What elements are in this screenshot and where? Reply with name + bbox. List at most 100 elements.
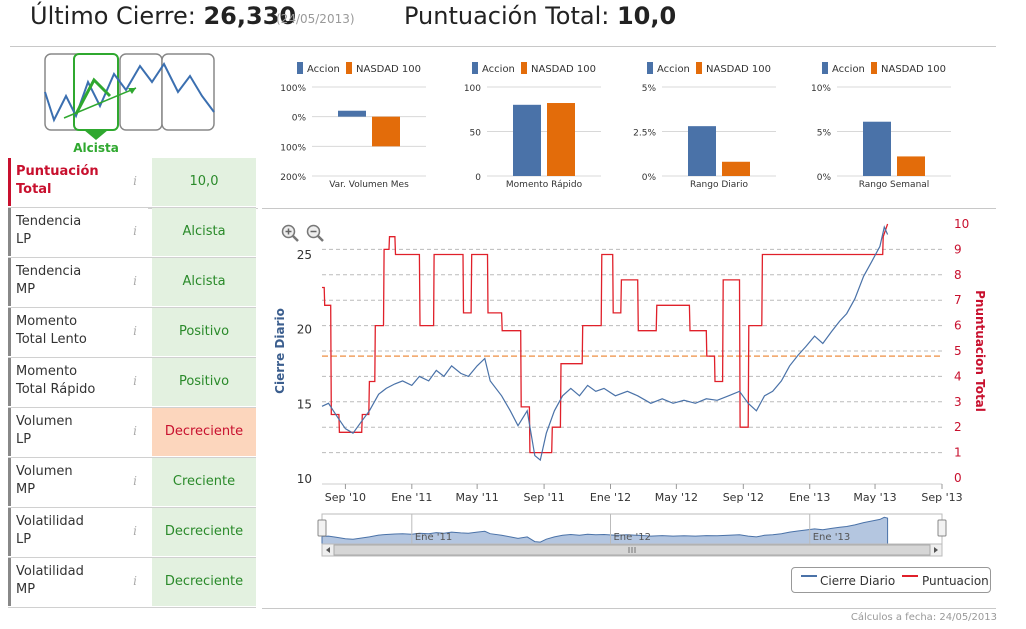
right-y-tick-label: 8 (954, 268, 962, 282)
score-row[interactable]: Volatilidad MP i Decreciente (8, 558, 256, 606)
right-y-tick-label: 1 (954, 446, 962, 460)
left-y-tick-label: 20 (297, 323, 312, 337)
trend-panel-right (161, 53, 215, 131)
mini-x-category-label: Rango Semanal (859, 180, 930, 190)
score-row[interactable]: Momento Total Lento i Positivo (8, 308, 256, 356)
scroll-right-icon[interactable] (934, 547, 938, 553)
total-score-heading: Puntuación Total: 10,0 (404, 2, 676, 30)
mini-bar-chart-svg: Accion NASDAD 100 100% 0% -100% -200% Var. Vol… (277, 62, 426, 190)
last-close-label: Último Cierre: (30, 2, 196, 30)
score-row[interactable]: Momento Total Rápido i Positivo (8, 358, 256, 406)
mini-bar-accion[interactable] (513, 104, 541, 176)
navigator-handle-left[interactable] (317, 519, 327, 537)
last-close-value: 26,330 (203, 2, 297, 30)
info-icon[interactable]: i (133, 224, 137, 238)
x-tick-label: Sep '10 (325, 491, 366, 504)
mini-bar-accion[interactable] (688, 126, 716, 176)
mini-y-tick-label: 0% (642, 173, 657, 183)
score-row-label-line2: Total (16, 182, 52, 197)
score-row-divider (8, 407, 256, 408)
x-tick-label: Ene '11 (391, 491, 432, 504)
score-row-value: Creciente (152, 458, 256, 506)
score-row-divider (8, 357, 256, 358)
score-row-label: Volumen MP (8, 458, 148, 506)
score-row-divider (8, 257, 256, 258)
mini-bar-chart-svg: Accion NASDAD 100 5% 2.5% 0% Rango Diario (633, 62, 776, 190)
info-icon[interactable]: i (133, 424, 137, 438)
score-row-label-line2: Total Rápido (16, 382, 96, 397)
trend-arrow-head-icon (128, 88, 136, 94)
score-row-label-line1: Puntuación (16, 164, 99, 179)
trend-arrow-line (63, 87, 137, 119)
right-y-tick-label: 10 (954, 217, 969, 231)
score-row-label: Volatilidad MP (8, 558, 148, 606)
score-row[interactable]: Volatilidad LP i Decreciente (8, 508, 256, 556)
info-icon[interactable]: i (133, 274, 137, 288)
score-row-label-line2: LP (16, 432, 32, 447)
mini-legend-nasdaq: NASDAD 100 (531, 64, 596, 75)
info-icon[interactable]: i (133, 574, 137, 588)
score-row[interactable]: Tendencia LP i Alcista (8, 208, 256, 256)
mini-y-tick-label: 0% (292, 114, 307, 124)
series-puntuacion-line (322, 223, 889, 454)
main-chart-svg: 10 15 20 25 0 1 2 3 4 5 6 7 8 9 10 Cierre Diario Pnuntua… (273, 217, 987, 557)
score-row-label: Tendencia LP (8, 208, 148, 256)
x-tick-label: Ene '12 (590, 491, 631, 504)
mini-chart-volumen: Accion NASDAD 100 100% 0% -100% -200% Var. Vol… (277, 52, 450, 202)
mini-bar-accion[interactable] (863, 121, 891, 176)
x-tick-label: Ene '13 (789, 491, 830, 504)
mini-chart-momento: Accion NASDAD 100 100 50 0 Momento Rápido (455, 52, 625, 202)
trend-chart-icon: Alcista (44, 53, 215, 155)
info-icon[interactable]: i (133, 524, 137, 538)
mini-bar-nasdaq[interactable] (547, 103, 575, 176)
mini-bar-nasdaq[interactable] (372, 116, 400, 147)
mini-x-category-label: Var. Volumen Mes (329, 180, 409, 190)
series-cierre-line (321, 225, 889, 462)
score-row-divider (8, 557, 256, 558)
mini-legend-accion: Accion (482, 64, 515, 75)
score-row[interactable]: Tendencia MP i Alcista (8, 258, 256, 306)
mini-y-tick-label: 0 (475, 173, 481, 183)
zoom-out-button[interactable] (306, 224, 324, 242)
score-row-label-line1: Volatilidad (16, 514, 84, 529)
score-row[interactable]: Puntuación Total i 10,0 (8, 158, 256, 206)
score-row[interactable]: Volumen LP i Decreciente (8, 408, 256, 456)
info-icon[interactable]: i (133, 374, 137, 388)
mini-x-category-label: Rango Diario (690, 180, 749, 190)
score-row-divider (8, 207, 256, 208)
info-icon[interactable]: i (133, 174, 137, 188)
mini-legend-nasdaq: NASDAD 100 (881, 64, 946, 75)
right-y-tick-label: 0 (954, 471, 962, 485)
score-row-divider (8, 457, 256, 458)
chart-legend: Cierre Diario Puntuacion (791, 567, 991, 593)
score-row-divider (8, 607, 256, 608)
score-row-divider (8, 307, 256, 308)
legend-item-puntuacion[interactable]: Puntuacion (922, 574, 989, 588)
score-row-divider (8, 507, 256, 508)
mini-legend-accion: Accion (657, 64, 690, 75)
total-score-label: Puntuación Total: (404, 2, 610, 30)
trend-price-line (44, 62, 215, 123)
mini-y-tick-label: 5% (642, 84, 657, 94)
left-y-tick-label: 25 (297, 248, 312, 262)
navigator-handle-right[interactable] (937, 519, 947, 537)
trend-label: Alcista (73, 141, 119, 155)
last-close-heading: Último Cierre: 26,330 (30, 2, 296, 30)
zoom-in-button[interactable] (281, 224, 299, 242)
footer-divider (262, 608, 996, 609)
info-icon[interactable]: i (133, 324, 137, 338)
info-icon[interactable]: i (133, 474, 137, 488)
legend-swatch-cierre (801, 575, 817, 577)
left-axis-title: Cierre Diario (273, 308, 287, 394)
score-row[interactable]: Volumen MP i Creciente (8, 458, 256, 506)
legend-item-cierre[interactable]: Cierre Diario (820, 574, 896, 588)
x-tick-label: May '11 (456, 491, 499, 504)
mini-bar-nasdaq[interactable] (897, 156, 925, 176)
right-y-tick-label: 4 (954, 369, 962, 383)
mini-bar-chart-svg: Accion NASDAD 100 100 50 0 Momento Rápido (464, 62, 601, 190)
scroll-left-icon[interactable] (326, 547, 330, 553)
mini-bar-accion[interactable] (338, 110, 366, 117)
score-row-label-line2: MP (16, 582, 36, 597)
mini-bar-nasdaq[interactable] (722, 161, 750, 176)
navigator-label: Ene '13 (813, 532, 850, 543)
